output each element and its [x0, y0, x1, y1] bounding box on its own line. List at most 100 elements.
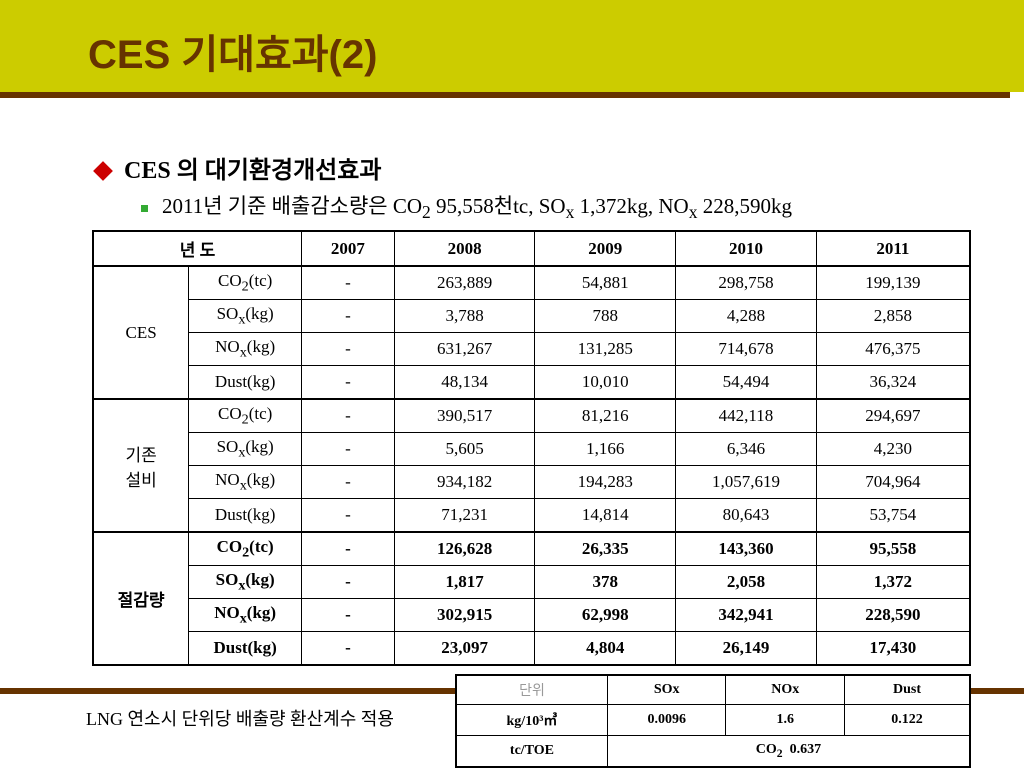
- table-cell: 2,858: [815, 299, 971, 333]
- table-cell: -: [301, 565, 395, 599]
- table-cell: 71,231: [393, 498, 536, 533]
- header-year: 2007: [301, 230, 395, 267]
- table-cell: 6,346: [675, 432, 817, 466]
- main-bullet-text: CES 의 대기환경개선효과: [124, 158, 382, 184]
- table-cell: 294,697: [815, 398, 971, 433]
- pollutant-label: CO2(tc): [188, 265, 303, 300]
- table-cell: 54,881: [534, 265, 677, 300]
- nox-header: NOx: [725, 674, 845, 705]
- header-year: 2011: [815, 230, 971, 267]
- table-cell: 23,097: [393, 631, 536, 666]
- table-cell: 54,494: [675, 365, 817, 400]
- co2-label: CO: [755, 742, 777, 758]
- pollutant-unit: (tc): [248, 270, 273, 290]
- table-cell: 143,360: [675, 531, 817, 566]
- title-divider: [0, 92, 1010, 98]
- pollutant-name: Dust(kg): [214, 505, 276, 524]
- table-row: NOx(kg) -631,267 131,285 714,678 476,375: [93, 332, 971, 366]
- pollutant-unit: (tc): [249, 536, 274, 556]
- group-label: 기존 설비: [92, 398, 190, 533]
- table-cell: 53,754: [815, 498, 971, 533]
- table-cell: 4,230: [815, 432, 971, 466]
- table-cell: -: [301, 498, 395, 533]
- sub-bullet-text-d: 228,590kg: [697, 194, 792, 218]
- table-row: NOx(kg) -934,182 194,283 1,057,619 704,964: [93, 465, 971, 499]
- table-cell: 26,335: [534, 531, 677, 566]
- pollutant-label: Dust(kg): [188, 365, 303, 400]
- table-cell: -: [301, 365, 395, 400]
- table-cell: -: [301, 631, 395, 666]
- table-cell: 704,964: [815, 465, 971, 499]
- table-cell: 1,817: [393, 565, 536, 599]
- co2-conversion-value: CO2 0.637: [606, 735, 971, 768]
- conversion-value: 1.6: [725, 704, 845, 736]
- table-cell: -: [301, 432, 395, 466]
- table-cell: 26,149: [675, 631, 817, 666]
- pollutant-subscript: x: [238, 444, 246, 461]
- pollutant-subscript: x: [238, 311, 246, 328]
- table-cell: 14,814: [534, 498, 677, 533]
- table-cell: 4,288: [675, 299, 817, 333]
- table-cell: 228,590: [815, 598, 971, 632]
- pollutant-subscript: 2: [242, 544, 250, 561]
- table-row: SOx(kg) -5,605 1,166 6,346 4,230: [93, 432, 971, 466]
- conversion-value: 0.0096: [606, 704, 727, 736]
- sub-bullet-sub-c: x: [688, 202, 698, 223]
- conversion-header-row: 단위 SOx NOx Dust: [455, 674, 971, 705]
- table-cell: 5,605: [393, 432, 536, 466]
- pollutant-label: CO2(tc): [188, 398, 303, 433]
- table-cell: 1,057,619: [675, 465, 817, 499]
- table-row: NOx(kg) -302,915 62,998 342,941 228,590: [93, 598, 971, 632]
- pollutant-label: NOx(kg): [188, 598, 303, 632]
- pollutant-label: SOx(kg): [188, 565, 303, 599]
- pollutant-subscript: 2: [241, 411, 249, 428]
- table-cell: 263,889: [393, 265, 536, 300]
- pollutant-label: Dust(kg): [188, 498, 303, 533]
- square-bullet-icon: [141, 204, 148, 212]
- table-cell: 199,139: [815, 265, 971, 300]
- table-cell: 788: [534, 299, 677, 333]
- pollutant-label: SOx(kg): [188, 299, 303, 333]
- pollutant-name: NO: [215, 469, 240, 489]
- pollutant-name: SO: [216, 303, 239, 323]
- conversion-row: tc/TOE CO2 0.637: [455, 735, 971, 768]
- pollutant-unit: (kg): [246, 469, 276, 489]
- table-cell: -: [301, 598, 395, 632]
- table-cell: 194,283: [534, 465, 677, 499]
- unit-header: 단위: [455, 674, 608, 705]
- title-band: [0, 0, 1024, 92]
- pollutant-name: CO: [218, 270, 242, 290]
- table-row: CES CO2(tc) -263,889 54,881 298,758 199,139: [92, 265, 971, 400]
- pollutant-name: Dust(kg): [213, 638, 277, 657]
- table-cell: 131,285: [534, 332, 677, 366]
- sub-bullet: 2011년 기준 배출감소량은 CO2 95,558천tc, SOx 1,372…: [141, 190, 792, 223]
- conversion-unit-label: tc/TOE: [455, 735, 608, 768]
- table-cell: 62,998: [534, 598, 677, 632]
- pollutant-subscript: x: [238, 577, 246, 594]
- table-cell: 378: [534, 565, 677, 599]
- pollutant-label: NOx(kg): [188, 332, 303, 366]
- slide-title: CES 기대효과(2): [88, 33, 378, 77]
- table-cell: 10,010: [534, 365, 677, 400]
- pollutant-name: NO: [214, 602, 240, 622]
- footnote: LNG 연소시 단위당 배출량 환산계수 적용: [86, 709, 394, 729]
- conversion-factor-table: 단위 SOx NOx Dust kg/10³㎥ 0.0096 1.6 0.122…: [455, 674, 971, 768]
- table-cell: -: [301, 332, 395, 366]
- pollutant-subscript: x: [239, 344, 247, 361]
- table-cell: 95,558: [815, 531, 971, 566]
- main-bullet: CES 의 대기환경개선효과: [92, 150, 381, 185]
- table-cell: 342,941: [675, 598, 817, 632]
- table-cell: 2,058: [675, 565, 817, 599]
- table-cell: 298,758: [675, 265, 817, 300]
- table-cell: 390,517: [393, 398, 536, 433]
- table-cell: 1,372: [815, 565, 971, 599]
- table-cell: -: [301, 531, 395, 566]
- pollutant-name: NO: [215, 336, 240, 356]
- pollutant-name: Dust(kg): [214, 372, 276, 391]
- sub-bullet-text-a: 2011년 기준 배출감소량은 CO: [162, 194, 423, 218]
- table-cell: -: [301, 265, 395, 300]
- table-cell: 36,324: [815, 365, 971, 400]
- header-year-label: 년 도: [92, 230, 303, 267]
- conversion-value: 0.122: [843, 704, 971, 736]
- sox-header: SOx: [606, 674, 727, 705]
